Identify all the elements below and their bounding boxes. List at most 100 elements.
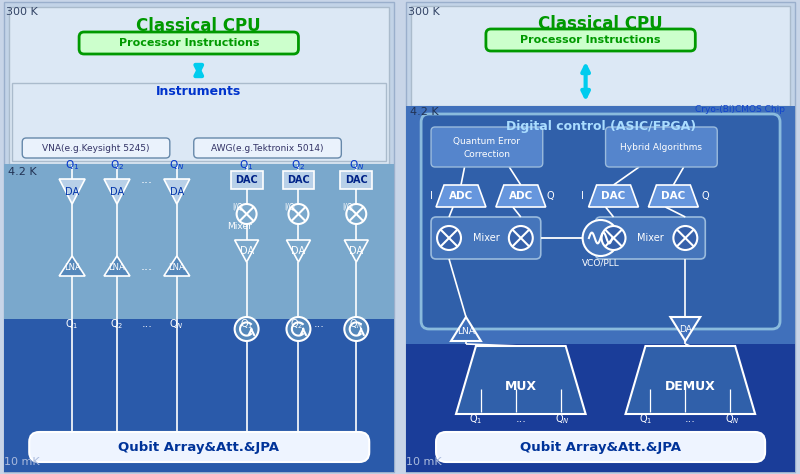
Text: Q$_2$: Q$_2$ bbox=[110, 158, 124, 172]
Polygon shape bbox=[451, 317, 481, 341]
Text: Q$_2$: Q$_2$ bbox=[110, 317, 124, 331]
Bar bbox=[10, 7, 389, 164]
Text: 4.2 K: 4.2 K bbox=[410, 107, 438, 117]
Text: 300 K: 300 K bbox=[408, 7, 440, 17]
Text: ...: ... bbox=[515, 414, 526, 424]
Text: Q$_N$: Q$_N$ bbox=[555, 412, 570, 426]
Circle shape bbox=[234, 317, 258, 341]
FancyBboxPatch shape bbox=[79, 32, 298, 54]
Text: DAC: DAC bbox=[345, 175, 368, 185]
Text: Mixer: Mixer bbox=[473, 233, 499, 243]
Bar bbox=[340, 171, 372, 189]
Text: ...: ... bbox=[141, 173, 153, 185]
Text: ...: ... bbox=[141, 259, 153, 273]
Polygon shape bbox=[164, 179, 190, 204]
Text: Q$_1$: Q$_1$ bbox=[239, 158, 254, 172]
Text: Classical CPU: Classical CPU bbox=[137, 17, 261, 35]
Text: Q$_N$: Q$_N$ bbox=[725, 412, 739, 426]
Text: Q$_1$: Q$_1$ bbox=[240, 317, 254, 331]
FancyBboxPatch shape bbox=[436, 432, 765, 462]
Text: I/Q: I/Q bbox=[342, 202, 353, 211]
Text: VCO/PLL: VCO/PLL bbox=[582, 258, 619, 267]
Text: MUX: MUX bbox=[505, 380, 537, 392]
Bar bbox=[4, 319, 394, 472]
FancyBboxPatch shape bbox=[431, 217, 541, 259]
Circle shape bbox=[509, 226, 533, 250]
Polygon shape bbox=[626, 346, 755, 414]
Polygon shape bbox=[344, 240, 368, 262]
Text: DA: DA bbox=[65, 187, 79, 197]
FancyBboxPatch shape bbox=[421, 114, 780, 329]
Bar bbox=[282, 171, 314, 189]
Text: DAC: DAC bbox=[287, 175, 310, 185]
Text: Q$_1$: Q$_1$ bbox=[66, 317, 79, 331]
Circle shape bbox=[582, 220, 618, 256]
Bar bbox=[12, 83, 386, 161]
Text: ...: ... bbox=[685, 414, 696, 424]
Polygon shape bbox=[670, 317, 700, 341]
Polygon shape bbox=[436, 185, 486, 207]
Text: DA: DA bbox=[239, 246, 254, 256]
Text: Classical CPU: Classical CPU bbox=[538, 15, 663, 33]
Text: Mixer: Mixer bbox=[227, 221, 252, 230]
Text: DA: DA bbox=[679, 325, 692, 334]
Bar bbox=[4, 2, 394, 472]
FancyBboxPatch shape bbox=[194, 138, 342, 158]
Text: Q: Q bbox=[702, 191, 709, 201]
Text: Q$_2$: Q$_2$ bbox=[291, 158, 306, 172]
Polygon shape bbox=[104, 179, 130, 204]
Text: 4.2 K: 4.2 K bbox=[8, 167, 37, 177]
Circle shape bbox=[237, 204, 257, 224]
FancyBboxPatch shape bbox=[595, 217, 706, 259]
Circle shape bbox=[346, 204, 366, 224]
FancyBboxPatch shape bbox=[22, 138, 170, 158]
Text: VNA(e.g.Keysight 5245): VNA(e.g.Keysight 5245) bbox=[42, 144, 150, 153]
FancyBboxPatch shape bbox=[486, 29, 695, 51]
Text: I: I bbox=[430, 191, 433, 201]
Text: Q$_N$: Q$_N$ bbox=[170, 317, 184, 331]
Text: LNA: LNA bbox=[457, 327, 475, 336]
Text: DA: DA bbox=[110, 187, 124, 197]
Polygon shape bbox=[496, 185, 546, 207]
Text: Correction: Correction bbox=[463, 149, 510, 158]
Text: ADC: ADC bbox=[449, 191, 473, 201]
Text: ...: ... bbox=[142, 319, 152, 329]
Circle shape bbox=[286, 317, 310, 341]
Text: LNA: LNA bbox=[64, 263, 81, 272]
Text: Processor Instructions: Processor Instructions bbox=[118, 38, 259, 48]
Text: 300 K: 300 K bbox=[6, 7, 38, 17]
Text: Qubit Array&Att.&JPA: Qubit Array&Att.&JPA bbox=[520, 440, 681, 454]
Text: I/Q: I/Q bbox=[232, 202, 243, 211]
Text: Instruments: Instruments bbox=[156, 84, 242, 98]
Circle shape bbox=[289, 204, 309, 224]
Text: Q$_2$: Q$_2$ bbox=[290, 317, 303, 331]
FancyBboxPatch shape bbox=[606, 127, 718, 167]
Polygon shape bbox=[286, 240, 310, 262]
Text: 10 mK: 10 mK bbox=[5, 457, 40, 467]
Text: DA: DA bbox=[170, 187, 184, 197]
Polygon shape bbox=[59, 179, 85, 204]
Text: ADC: ADC bbox=[509, 191, 533, 201]
Polygon shape bbox=[104, 256, 130, 276]
Text: 10 mK: 10 mK bbox=[406, 457, 442, 467]
Text: Mixer: Mixer bbox=[637, 233, 664, 243]
Text: DA: DA bbox=[350, 246, 363, 256]
Text: DAC: DAC bbox=[235, 175, 258, 185]
Circle shape bbox=[344, 317, 368, 341]
Polygon shape bbox=[456, 346, 586, 414]
Text: Q$_1$: Q$_1$ bbox=[638, 412, 652, 426]
Bar bbox=[406, 2, 795, 472]
Polygon shape bbox=[234, 240, 258, 262]
Text: Q$_1$: Q$_1$ bbox=[470, 412, 482, 426]
Text: Quantum Error: Quantum Error bbox=[454, 137, 521, 146]
Text: Hybrid Algorithms: Hybrid Algorithms bbox=[621, 143, 702, 152]
FancyBboxPatch shape bbox=[431, 127, 542, 167]
Text: ...: ... bbox=[314, 319, 325, 329]
Text: Digital control (ASIC/FPGA): Digital control (ASIC/FPGA) bbox=[506, 119, 696, 133]
Polygon shape bbox=[649, 185, 698, 207]
Text: DAC: DAC bbox=[662, 191, 686, 201]
Text: Q: Q bbox=[547, 191, 554, 201]
Bar bbox=[406, 106, 795, 344]
Text: LNA: LNA bbox=[109, 263, 126, 272]
Text: I/Q: I/Q bbox=[284, 202, 295, 211]
